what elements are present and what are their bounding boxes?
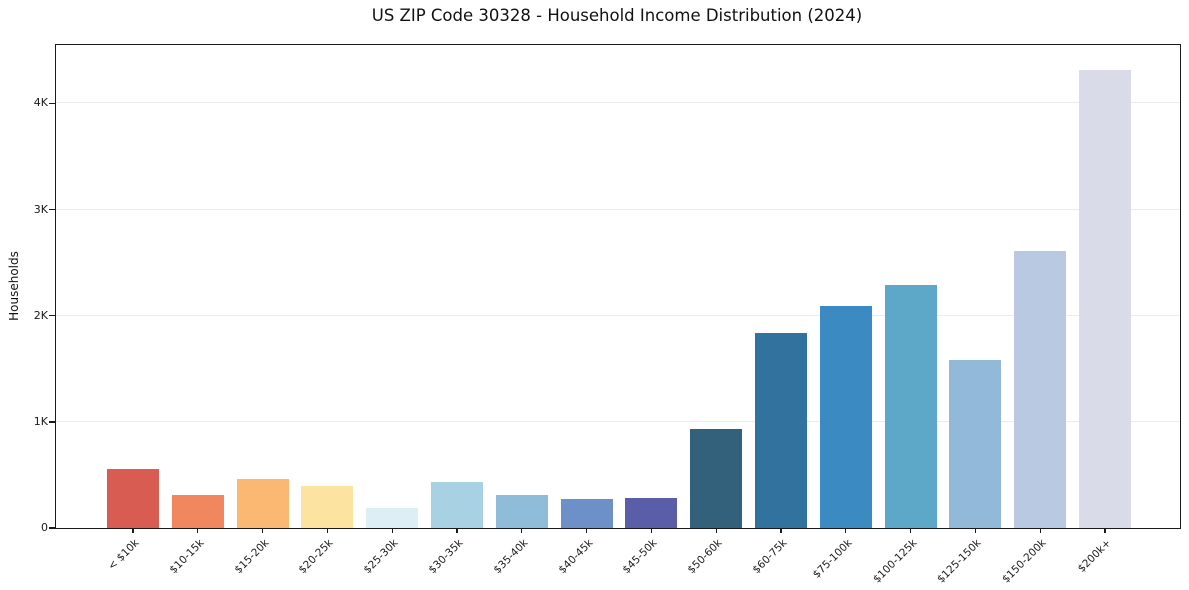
- x-tick-mark: [261, 528, 264, 533]
- gridline: [56, 314, 1180, 316]
- bar-150-200k: [1014, 250, 1067, 528]
- gridline: [56, 420, 1180, 422]
- bar-30-35k: [431, 481, 483, 528]
- bar-20-25k: [301, 486, 354, 528]
- bar-50-60k: [690, 428, 743, 528]
- bar-35-40k: [495, 495, 548, 528]
- y-tick-mark: [49, 102, 55, 105]
- gridline: [56, 208, 1180, 210]
- y-tick-label: 0: [41, 521, 48, 534]
- bar-25-30k: [366, 508, 419, 528]
- y-tick-mark: [49, 527, 55, 529]
- y-tick-label: 2K: [33, 308, 48, 322]
- bar-200k: [1079, 70, 1131, 528]
- x-tick-mark: [197, 528, 199, 533]
- y-tick-mark: [49, 315, 55, 317]
- x-tick-mark: [974, 528, 977, 533]
- x-tick-mark: [650, 528, 653, 533]
- bar-100-125k: [884, 284, 937, 528]
- x-tick-mark: [456, 528, 458, 533]
- y-tick-mark: [49, 421, 55, 423]
- x-tick-mark: [1104, 528, 1106, 533]
- x-tick-mark: [780, 528, 782, 533]
- bar-40-45k: [560, 499, 613, 528]
- bar-60-75k: [755, 332, 807, 528]
- x-tick-mark: [715, 528, 717, 533]
- y-tick-label: 3K: [33, 202, 48, 216]
- x-tick-mark: [521, 528, 523, 533]
- x-tick-mark: [1039, 528, 1041, 533]
- x-tick-mark: [909, 528, 912, 533]
- x-tick-mark: [132, 528, 134, 533]
- y-tick-label: 4K: [33, 96, 48, 110]
- x-tick-mark: [391, 528, 393, 533]
- bar-10-15k: [171, 494, 224, 528]
- gridline: [56, 102, 1180, 104]
- bar-15-20k: [236, 479, 289, 528]
- bar-125-150k: [949, 360, 1002, 528]
- x-tick-label: < $10k: [105, 537, 142, 573]
- bar-10k: [107, 468, 159, 528]
- y-tick-mark: [49, 208, 55, 211]
- plot-area: 0 1K 2K 3K 4K < $10k $10-15k $15-20k $20-25k $25-…: [34, 44, 1181, 586]
- x-tick-mark: [845, 528, 847, 533]
- y-tick-label: 1K: [33, 414, 48, 428]
- bar-45-50k: [625, 497, 678, 528]
- x-tick-mark: [326, 528, 329, 533]
- bar-75-100k: [819, 306, 872, 528]
- x-tick-mark: [585, 528, 588, 533]
- chart-title: US ZIP Code 30328 - Household Income Dis…: [371, 6, 863, 25]
